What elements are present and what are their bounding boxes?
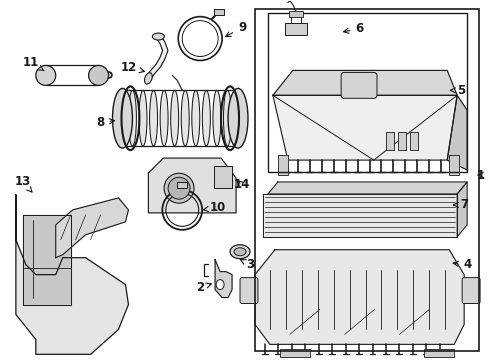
Polygon shape xyxy=(273,95,457,160)
Text: 13: 13 xyxy=(15,175,32,192)
Ellipse shape xyxy=(171,90,179,146)
Bar xyxy=(255,9,479,351)
FancyBboxPatch shape xyxy=(462,278,480,303)
Bar xyxy=(410,132,418,150)
Ellipse shape xyxy=(164,173,194,203)
Bar xyxy=(449,155,459,175)
Bar xyxy=(214,9,224,15)
Polygon shape xyxy=(215,260,232,298)
Text: 5: 5 xyxy=(450,84,465,97)
Ellipse shape xyxy=(202,90,210,146)
Text: 6: 6 xyxy=(343,22,364,35)
Bar xyxy=(424,349,454,357)
Text: 2: 2 xyxy=(196,281,211,294)
Ellipse shape xyxy=(216,280,224,289)
Ellipse shape xyxy=(36,66,56,85)
Ellipse shape xyxy=(213,90,221,146)
FancyBboxPatch shape xyxy=(341,72,377,98)
Polygon shape xyxy=(148,158,236,213)
Ellipse shape xyxy=(113,88,132,148)
Ellipse shape xyxy=(168,177,190,199)
Ellipse shape xyxy=(181,90,189,146)
Ellipse shape xyxy=(149,90,158,146)
Polygon shape xyxy=(56,198,128,258)
Ellipse shape xyxy=(192,90,200,146)
Bar xyxy=(177,182,187,188)
Polygon shape xyxy=(447,95,467,170)
Polygon shape xyxy=(16,195,128,354)
Text: 12: 12 xyxy=(121,61,145,74)
Bar xyxy=(398,132,406,150)
Ellipse shape xyxy=(160,90,168,146)
FancyBboxPatch shape xyxy=(240,278,258,303)
Ellipse shape xyxy=(145,73,152,84)
Text: 7: 7 xyxy=(453,198,468,211)
Text: 11: 11 xyxy=(23,56,44,71)
Ellipse shape xyxy=(223,90,231,146)
Text: 4: 4 xyxy=(453,258,471,271)
Text: 1: 1 xyxy=(477,168,485,181)
Ellipse shape xyxy=(128,90,136,146)
Polygon shape xyxy=(457,182,467,237)
Bar xyxy=(280,349,310,357)
Ellipse shape xyxy=(152,33,164,40)
Ellipse shape xyxy=(228,88,248,148)
Polygon shape xyxy=(263,194,457,237)
Text: 10: 10 xyxy=(203,201,226,215)
Ellipse shape xyxy=(234,90,242,146)
Ellipse shape xyxy=(89,66,108,85)
Text: 14: 14 xyxy=(234,179,250,192)
Text: 8: 8 xyxy=(97,116,115,129)
Ellipse shape xyxy=(139,90,147,146)
Polygon shape xyxy=(268,182,467,194)
Ellipse shape xyxy=(230,245,250,259)
Bar xyxy=(278,155,288,175)
Polygon shape xyxy=(273,71,457,95)
Bar xyxy=(386,132,394,150)
Text: 9: 9 xyxy=(225,21,246,37)
Bar xyxy=(214,166,232,188)
Bar xyxy=(289,11,303,17)
Polygon shape xyxy=(255,250,464,345)
Ellipse shape xyxy=(234,248,246,256)
Polygon shape xyxy=(23,215,71,305)
Bar xyxy=(268,13,467,172)
Text: 3: 3 xyxy=(241,258,254,271)
Bar xyxy=(285,23,307,35)
